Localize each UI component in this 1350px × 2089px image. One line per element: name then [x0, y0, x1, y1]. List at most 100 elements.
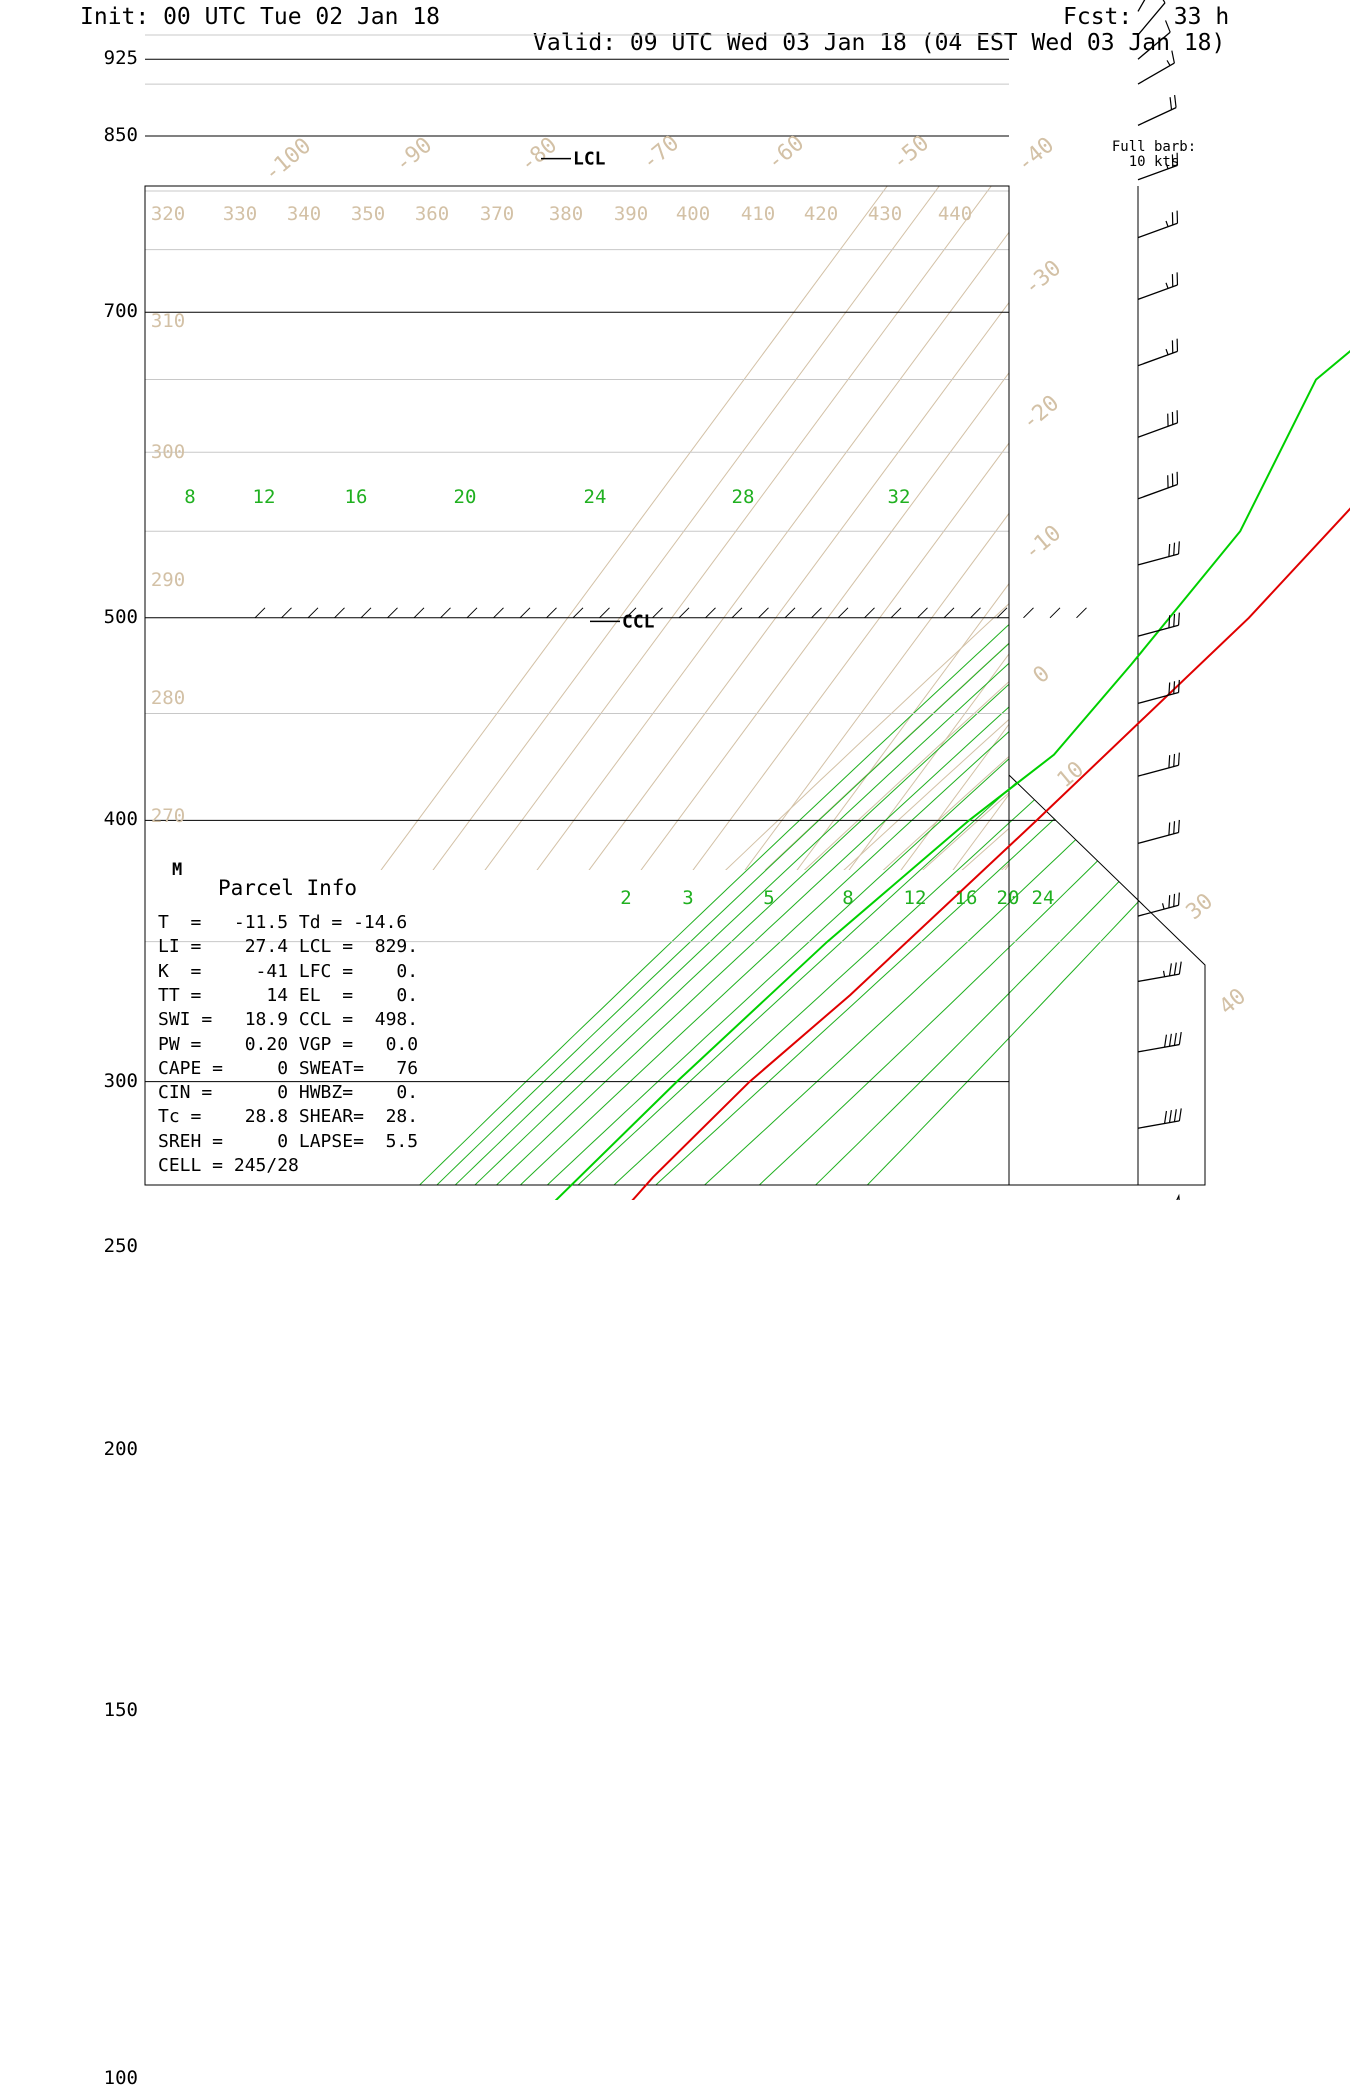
hatch-mark — [706, 608, 716, 618]
hatch-mark — [255, 608, 265, 618]
isotherm-label: -80 — [516, 133, 563, 178]
dry-adiabat-label: 440 — [938, 203, 972, 225]
ccl-marker-label: CCL — [622, 611, 655, 632]
wind-barb — [1138, 0, 1159, 11]
isotherm-line — [1032, 80, 1350, 1185]
barb-full — [1179, 962, 1181, 975]
wind-barb — [1138, 753, 1179, 776]
hatch-mark — [971, 608, 981, 618]
hatch-mark — [388, 608, 398, 618]
dry-adiabat-label: 330 — [223, 203, 257, 225]
wind-barb — [1138, 962, 1181, 982]
barb-full — [1174, 1109, 1176, 1122]
parcel-info-row: PW = 0.20 VGP = 0.0 — [158, 1036, 418, 1054]
barb-half — [1167, 60, 1170, 65]
barb-full — [1179, 1032, 1181, 1045]
isotherm-line — [1188, 80, 1350, 1185]
saturated-adiabat-label: 20 — [454, 486, 477, 508]
dry-adiabat-label: 380 — [549, 203, 583, 225]
barb-full — [1175, 95, 1176, 108]
wind-barbs — [1138, 0, 1181, 1200]
barb-staff — [1138, 833, 1179, 844]
barb-full — [1170, 1034, 1172, 1047]
pressure-label: 700 — [78, 302, 138, 321]
hatch-mark — [838, 608, 848, 618]
parcel-info-row: CAPE = 0 SWEAT= 76 — [158, 1060, 418, 1078]
hatch-mark — [335, 608, 345, 618]
dry-adiabat-label: 360 — [415, 203, 449, 225]
barb-staff — [1138, 351, 1177, 365]
hatch-mark — [494, 608, 504, 618]
barb-staff — [1138, 423, 1177, 437]
pressure-label: 400 — [78, 810, 138, 829]
wind-barb — [1138, 1032, 1181, 1052]
hatch-mark — [759, 608, 769, 618]
isotherm-line — [1084, 80, 1350, 1185]
barb-full — [1179, 541, 1180, 554]
isotherm-line — [1136, 80, 1350, 1185]
dry-adiabat-label: 340 — [287, 203, 321, 225]
wind-barb — [1138, 472, 1177, 499]
parcel-info-row: SWI = 18.9 CCL = 498. — [158, 1011, 418, 1029]
wind-barb — [1138, 1196, 1180, 1200]
isotherm-line — [356, 80, 1174, 1185]
hatch-mark — [600, 608, 610, 618]
barb-full — [1169, 895, 1170, 908]
hatch-mark — [891, 608, 901, 618]
saturated-adiabat-line — [298, 0, 1350, 1200]
wind-barb — [1138, 272, 1177, 299]
saturated-adiabat-line — [604, 0, 1350, 1200]
barb-full — [1170, 97, 1171, 110]
barb-legend: Full barb: 10 kts — [1099, 140, 1209, 169]
isotherm-label: 0 — [1029, 661, 1055, 689]
wind-barb — [1138, 541, 1179, 564]
hatch-mark — [785, 608, 795, 618]
barb-staff — [1138, 765, 1179, 776]
barb-staff — [1138, 905, 1179, 916]
parcel-info-row: K = -41 LFC = 0. — [158, 963, 418, 981]
barb-half — [1166, 349, 1168, 355]
isotherm-line — [408, 80, 1226, 1185]
saturated-adiabat-label: 16 — [345, 486, 368, 508]
saturated-adiabat-line — [417, 0, 1350, 1200]
isotherm-line — [1240, 80, 1350, 1185]
hatch-mark — [918, 608, 928, 618]
mixing-ratio-label: 20 — [997, 887, 1020, 909]
parcel-info-row: LI = 27.4 LCL = 829. — [158, 938, 418, 956]
pressure-label: 150 — [78, 1701, 138, 1720]
barb-flag — [1173, 1196, 1180, 1200]
isotherm-line — [824, 80, 1350, 1185]
saturated-adiabat-label: 28 — [732, 486, 755, 508]
mixed-layer-marker: M — [172, 862, 182, 879]
barb-full — [1174, 754, 1175, 767]
hatch-mark — [679, 608, 689, 618]
barb-staff — [1138, 63, 1174, 84]
isotherm-label: -10 — [1020, 521, 1067, 566]
barb-full — [1166, 20, 1171, 32]
isotherm-line — [720, 80, 1350, 1185]
barb-full — [1174, 681, 1175, 694]
barb-staff — [1138, 1121, 1179, 1128]
barb-full — [1172, 51, 1175, 63]
dry-adiabat-label: 370 — [480, 203, 514, 225]
pressure-label: 925 — [78, 49, 138, 68]
barb-staff — [1138, 625, 1179, 636]
barb-full — [1165, 1035, 1167, 1048]
barb-staff — [1138, 554, 1179, 565]
isotherm-line — [460, 80, 1278, 1185]
hatch-mark — [865, 608, 875, 618]
dry-adiabat-label: 420 — [804, 203, 838, 225]
wind-barb — [1138, 820, 1179, 843]
barb-staff — [1138, 1045, 1179, 1052]
mixing-ratio-label: 5 — [763, 887, 774, 909]
barb-full — [1165, 1111, 1167, 1124]
saturated-adiabat-line — [473, 0, 1350, 1200]
mixing-ratio-label: 3 — [682, 887, 693, 909]
barb-full — [1179, 753, 1180, 766]
barb-full — [1170, 963, 1172, 976]
dry-adiabat-label: 390 — [614, 203, 648, 225]
saturated-adiabat-label: 24 — [584, 486, 607, 508]
dry-adiabat-label: 350 — [351, 203, 385, 225]
barb-staff — [1138, 108, 1176, 126]
saturated-adiabat-label: 32 — [888, 486, 911, 508]
